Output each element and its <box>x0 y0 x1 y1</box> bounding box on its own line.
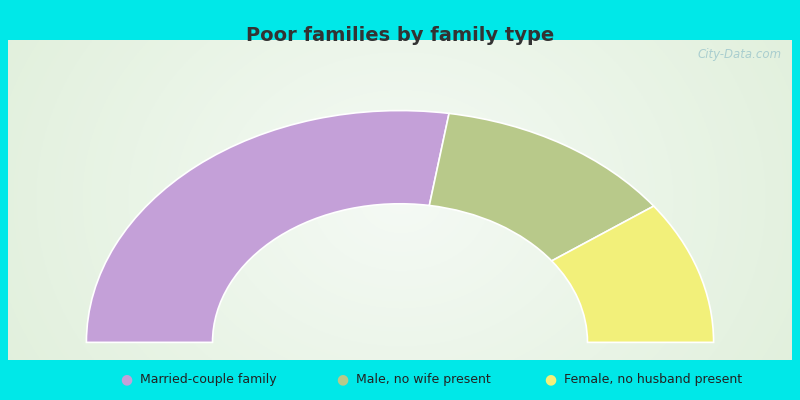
Text: Female, no husband present: Female, no husband present <box>564 373 742 386</box>
Text: Male, no wife present: Male, no wife present <box>356 373 490 386</box>
Text: ●: ● <box>544 372 556 386</box>
Wedge shape <box>430 114 654 261</box>
Text: ●: ● <box>120 372 132 386</box>
Text: City-Data.com: City-Data.com <box>698 48 782 60</box>
Text: Married-couple family: Married-couple family <box>140 373 277 386</box>
Text: ●: ● <box>336 372 348 386</box>
Wedge shape <box>552 206 714 342</box>
Wedge shape <box>86 110 449 342</box>
Text: Poor families by family type: Poor families by family type <box>246 26 554 45</box>
